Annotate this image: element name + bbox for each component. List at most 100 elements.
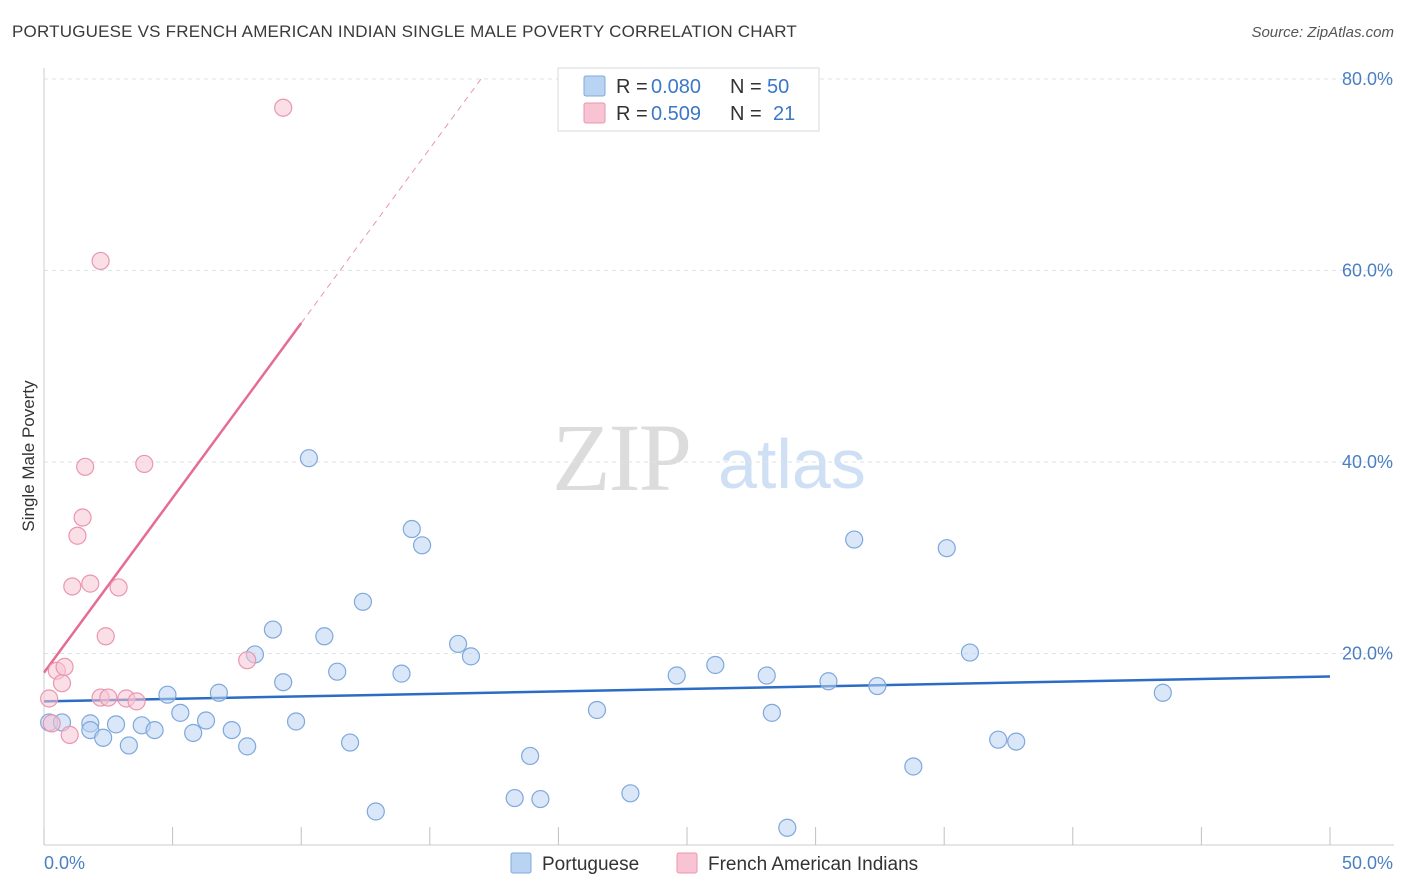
y-tick-label-20: 20.0% [1342, 644, 1393, 664]
y-axis-label: Single Male Poverty [19, 380, 38, 532]
point-portuguese-48 [1007, 732, 1026, 751]
point-portuguese-27 [402, 519, 421, 539]
x-ticks [43, 827, 1331, 845]
point-portuguese-32 [521, 746, 540, 766]
point-portuguese-40 [778, 818, 797, 837]
legend-r-label-french: R = [616, 103, 648, 125]
point-portuguese-10 [171, 703, 190, 722]
point-portuguese-19 [286, 712, 306, 731]
point-french-19 [238, 651, 257, 670]
x-tick-labels: 0.0% 50.0% [44, 853, 1393, 873]
point-french-6 [63, 577, 82, 596]
series-french-points [40, 98, 293, 744]
legend-n-label-french: N = [730, 103, 762, 125]
point-portuguese-23 [340, 733, 360, 752]
point-portuguese-31 [505, 788, 524, 808]
point-portuguese-37 [706, 655, 725, 675]
bottom-legend: Portuguese French American Indians [510, 852, 918, 875]
legend-n-value-portuguese: 50 [767, 76, 789, 98]
point-portuguese-9 [158, 685, 177, 704]
point-portuguese-49 [1153, 683, 1172, 702]
point-french-17 [127, 692, 146, 711]
point-portuguese-12 [196, 711, 216, 730]
point-french-15 [109, 578, 128, 597]
point-french-1 [42, 714, 61, 733]
point-portuguese-29 [448, 634, 468, 654]
point-portuguese-34 [587, 700, 607, 720]
bottom-legend-swatch-french [676, 852, 698, 874]
legend-r-label-portuguese: R = [616, 76, 648, 98]
point-portuguese-36 [667, 666, 686, 685]
bottom-legend-label-portuguese: Portuguese [542, 854, 639, 875]
point-portuguese-11 [184, 723, 203, 743]
point-portuguese-33 [531, 789, 550, 809]
trend-line-portuguese [43, 675, 1331, 703]
point-portuguese-5 [106, 715, 126, 734]
point-french-8 [73, 508, 92, 527]
x-tick-label-max: 50.0% [1342, 853, 1393, 873]
bottom-legend-label-french: French American Indians [708, 854, 918, 875]
x-tick-label-min: 0.0% [44, 853, 85, 873]
point-french-9 [76, 457, 95, 476]
y-tick-label-60: 60.0% [1342, 261, 1393, 281]
point-portuguese-4 [94, 728, 113, 747]
point-portuguese-43 [868, 676, 887, 696]
trend-line-french-extension [300, 74, 485, 324]
legend-r-value-portuguese: 0.080 [651, 76, 701, 98]
point-portuguese-8 [145, 720, 164, 740]
source-credit: Source: ZipAtlas.com [1251, 24, 1394, 41]
point-french-10 [81, 574, 100, 593]
point-portuguese-25 [366, 802, 385, 821]
legend-swatch-french [583, 102, 606, 124]
point-french-5 [60, 725, 79, 744]
point-portuguese-21 [315, 627, 334, 646]
point-french-0 [40, 689, 59, 708]
point-portuguese-17 [263, 620, 283, 639]
watermark: ZIP atlas [552, 404, 866, 511]
point-portuguese-6 [119, 736, 138, 755]
point-french-7 [68, 526, 87, 545]
point-portuguese-26 [392, 664, 411, 683]
point-portuguese-46 [960, 643, 980, 662]
point-portuguese-35 [621, 784, 640, 803]
legend-r-value-french: 0.509 [651, 103, 701, 125]
point-french-3 [52, 674, 72, 693]
point-portuguese-13 [209, 683, 228, 702]
gridlines [44, 78, 1394, 654]
point-portuguese-24 [353, 592, 373, 611]
point-french-4 [55, 657, 74, 677]
point-french-11 [91, 251, 110, 271]
legend-n-label-portuguese: N = [730, 76, 762, 98]
trend-lines [42, 74, 1331, 703]
point-portuguese-39 [762, 703, 781, 722]
y-tick-labels: 20.0% 40.0% 60.0% 80.0% [1342, 69, 1393, 664]
point-portuguese-47 [989, 730, 1008, 749]
point-french-18 [135, 454, 154, 474]
legend-n-value-french: 21 [773, 103, 795, 125]
point-portuguese-38 [757, 666, 776, 685]
watermark-atlas: atlas [718, 425, 866, 503]
legend-swatch-portuguese [583, 75, 606, 97]
point-portuguese-28 [412, 536, 432, 555]
bottom-legend-swatch-portuguese [510, 852, 532, 874]
point-portuguese-20 [299, 449, 319, 468]
point-portuguese-44 [904, 757, 923, 776]
point-portuguese-22 [328, 662, 347, 681]
point-portuguese-41 [819, 672, 838, 691]
point-french-14 [99, 688, 118, 707]
watermark-zip: ZIP [552, 404, 690, 511]
y-tick-label-80: 80.0% [1342, 69, 1393, 89]
point-french-20 [274, 98, 293, 117]
chart-title: PORTUGUESE VS FRENCH AMERICAN INDIAN SIN… [12, 22, 797, 41]
point-portuguese-42 [845, 530, 864, 549]
trend-line-french [42, 322, 303, 674]
y-tick-label-40: 40.0% [1342, 452, 1393, 472]
point-portuguese-30 [461, 647, 481, 666]
point-portuguese-15 [238, 737, 257, 756]
point-portuguese-18 [274, 673, 293, 692]
point-portuguese-14 [222, 720, 241, 740]
point-portuguese-45 [937, 539, 956, 558]
legend: R = 0.080 N = 50 R = 0.509 N = 21 [557, 67, 820, 132]
point-french-13 [96, 627, 115, 646]
